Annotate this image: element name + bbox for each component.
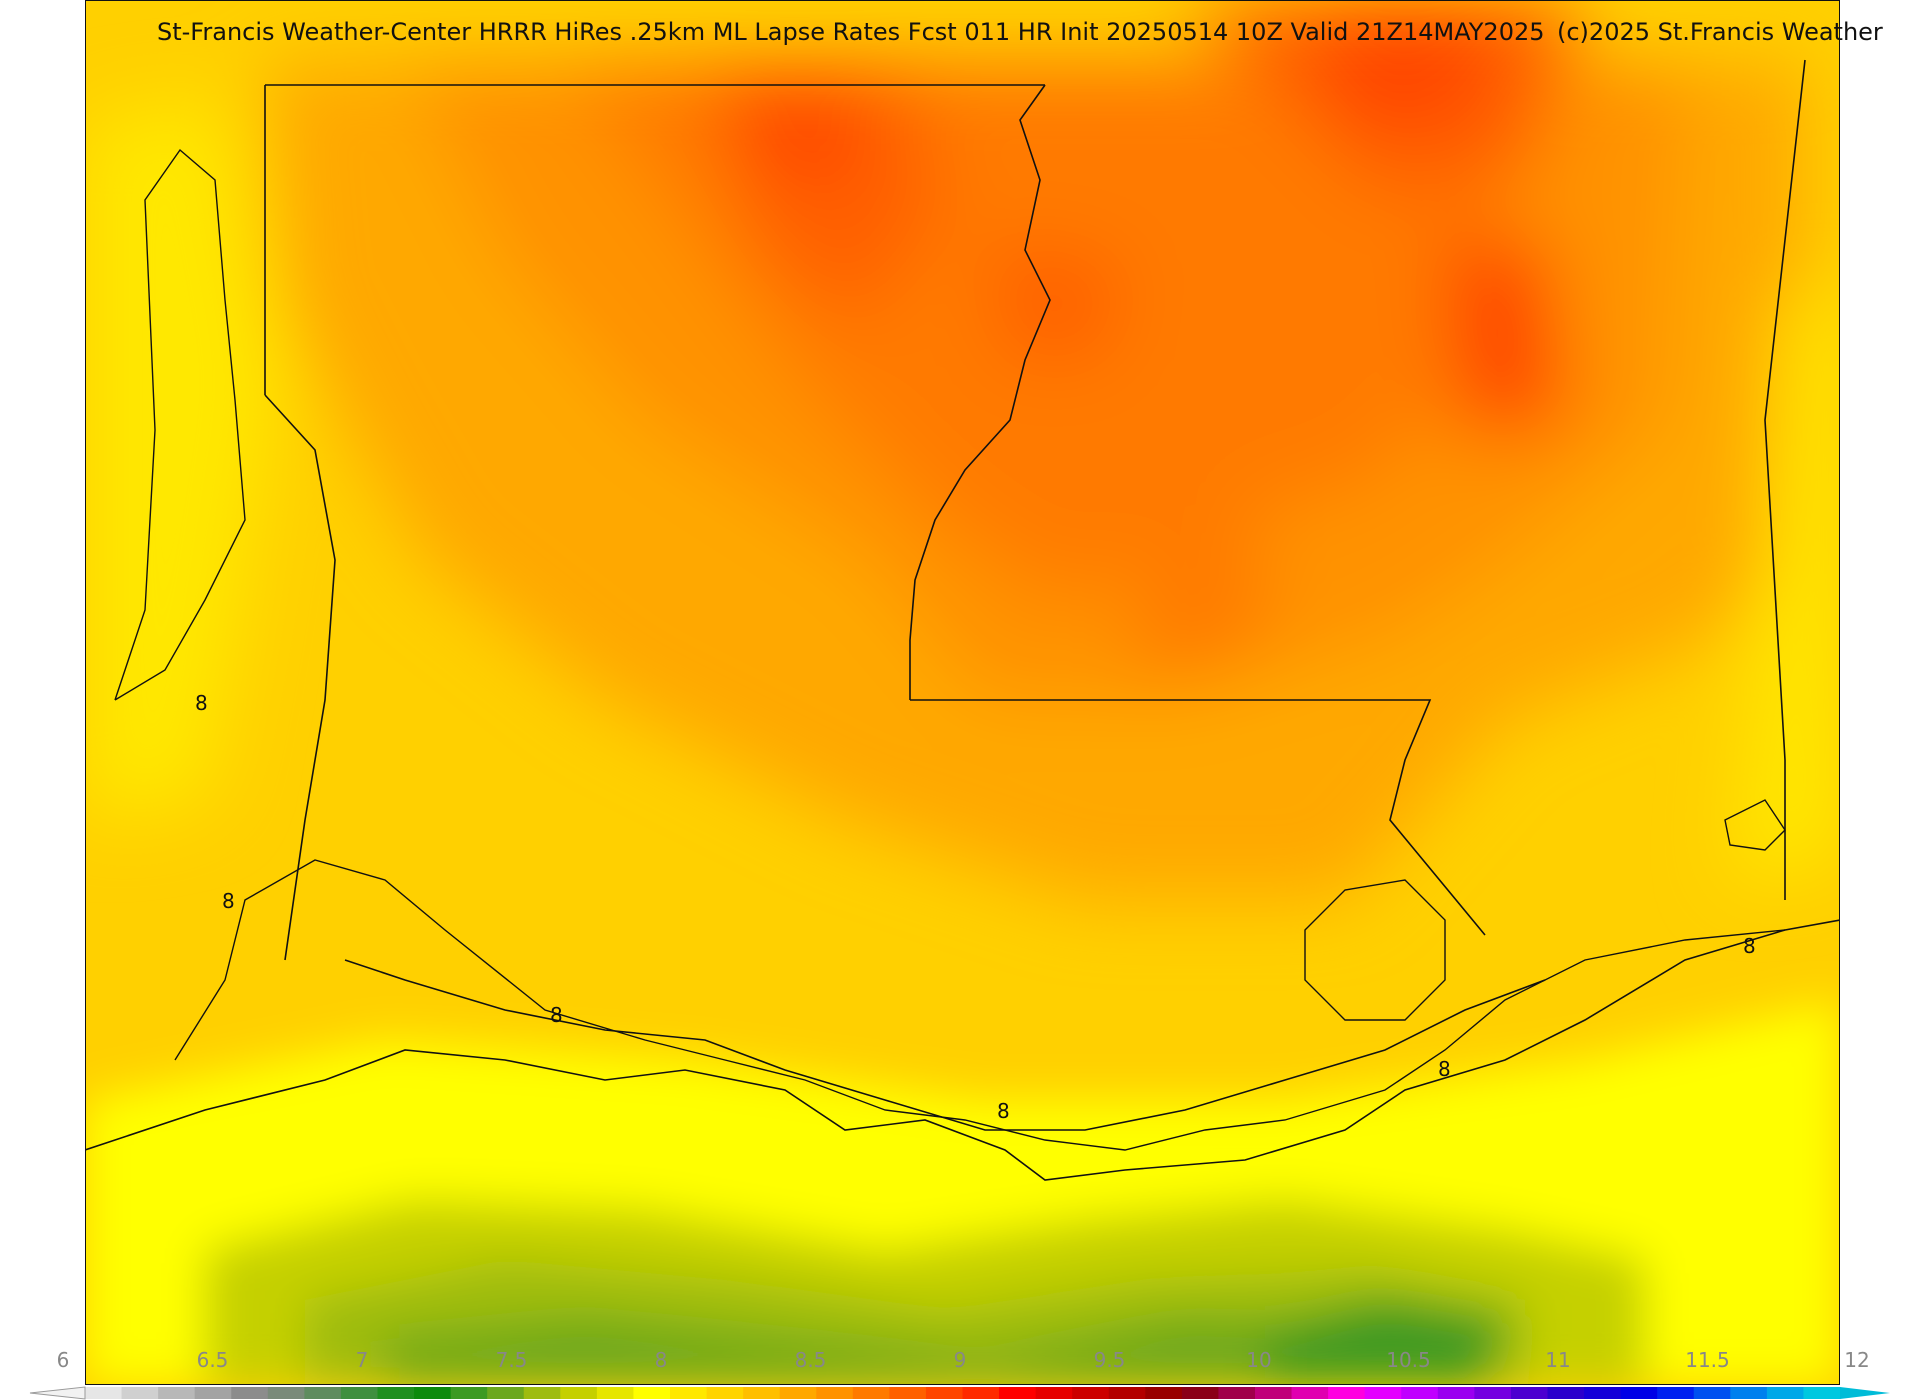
- colorbar-cell: [1035, 1387, 1073, 1399]
- colorbar-tick-label: 11.5: [1685, 1348, 1730, 1372]
- lapse-rate-fill: [85, 0, 1840, 1385]
- colorbar-cell: [925, 1387, 963, 1399]
- state-border-west-lower: [264, 394, 336, 961]
- colorbar-tick-label: 6.5: [196, 1348, 229, 1372]
- colorbar-cell: [1181, 1387, 1219, 1399]
- colorbar-cell: [121, 1387, 159, 1399]
- contour-label: 8: [550, 1003, 563, 1027]
- colorbar-cell: [670, 1387, 708, 1399]
- coastline-inner: [344, 959, 1546, 1131]
- colorbar-cell: [377, 1387, 415, 1399]
- contour-label: 8: [997, 1099, 1010, 1123]
- colorbar-cell: [1255, 1387, 1293, 1399]
- colorbar-tick-label: 12: [1844, 1348, 1870, 1372]
- contour-label: 8: [195, 691, 208, 715]
- colorbar-cell: [1108, 1387, 1146, 1399]
- contour-label: 8: [222, 889, 235, 913]
- colorbar-cell: [1437, 1387, 1475, 1399]
- colorbar-cell: [1145, 1387, 1183, 1399]
- colorbar-cell: [633, 1387, 671, 1399]
- boundaries: [85, 59, 1840, 1181]
- copyright-text: (c)2025 St.Francis Weather: [1557, 18, 1883, 46]
- colorbar: [29, 1386, 1890, 1400]
- map-title: St-Francis Weather-Center HRRR HiRes .25…: [157, 18, 1545, 46]
- colorbar-tick-label: 6: [56, 1348, 70, 1372]
- colorbar-cell: [560, 1387, 598, 1399]
- colorbar-cell: [304, 1387, 342, 1399]
- colorbar-right-arrow: [1840, 1387, 1890, 1399]
- colorbar-cell: [1218, 1387, 1256, 1399]
- colorbar-cell: [1401, 1387, 1439, 1399]
- colorbar-cell: [706, 1387, 744, 1399]
- colorbar-tick-label: 7: [355, 1348, 369, 1372]
- colorbar-cell: [1693, 1387, 1731, 1399]
- colorbar-cell: [889, 1387, 927, 1399]
- colorbar-tick-label: 9.5: [1093, 1348, 1126, 1372]
- colorbar-cell: [267, 1387, 305, 1399]
- colorbar-cell: [487, 1387, 525, 1399]
- colorbar-cell: [158, 1387, 196, 1399]
- colorbar-tick-label: 8.5: [794, 1348, 827, 1372]
- state-border-south: [910, 699, 1486, 936]
- colorbar-cell: [1510, 1387, 1548, 1399]
- colorbar-tick-label: 8: [654, 1348, 668, 1372]
- colorbar-cell: [816, 1387, 854, 1399]
- colorbar-tick-label: 7.5: [495, 1348, 528, 1372]
- mississippi-river: [909, 84, 1051, 700]
- colorbar-tick-label: 10: [1246, 1348, 1272, 1372]
- colorbar-cell: [1657, 1387, 1695, 1399]
- contour-labels: 8 8 8 8 8 8: [195, 691, 1756, 1123]
- colorbar-left-arrow: [29, 1386, 86, 1400]
- lapse-rate-map: 8 8 8 8 8 8: [85, 0, 1840, 1385]
- colorbar-cell: [340, 1387, 378, 1399]
- colorbar-cell: [1547, 1387, 1585, 1399]
- colorbar-cell: [1291, 1387, 1329, 1399]
- colorbar-tick-label: 10.5: [1386, 1348, 1431, 1372]
- contour-8: [114, 148, 1786, 1151]
- coastline: [85, 919, 1840, 1181]
- colorbar-cell: [596, 1387, 634, 1399]
- colorbar-cell: [1364, 1387, 1402, 1399]
- colorbar-cell: [414, 1387, 452, 1399]
- colorbar-cell: [962, 1387, 1000, 1399]
- colorbar-cell: [1072, 1387, 1110, 1399]
- colorbar-tick-label: 11: [1545, 1348, 1571, 1372]
- colorbar-cell: [523, 1387, 561, 1399]
- colorbar-cell: [194, 1387, 232, 1399]
- colorbar-cell: [999, 1387, 1037, 1399]
- colorbar-cell: [231, 1387, 269, 1399]
- colorbar-cell: [1766, 1387, 1804, 1399]
- colorbar-cell: [85, 1387, 123, 1399]
- colorbar-cell: [1474, 1387, 1512, 1399]
- colorbar-cell: [1730, 1387, 1768, 1399]
- colorbar-cell: [743, 1387, 781, 1399]
- colorbar-cell: [450, 1387, 488, 1399]
- colorbar-cell: [1803, 1387, 1841, 1399]
- contour-label: 8: [1743, 934, 1756, 958]
- colorbar-cell: [1328, 1387, 1366, 1399]
- colorbar-cell: [1620, 1387, 1658, 1399]
- colorbar-cell: [779, 1387, 817, 1399]
- colorbar-cell: [852, 1387, 890, 1399]
- colorbar-cell: [1584, 1387, 1622, 1399]
- contour-label: 8: [1438, 1057, 1451, 1081]
- colorbar-tick-label: 9: [953, 1348, 967, 1372]
